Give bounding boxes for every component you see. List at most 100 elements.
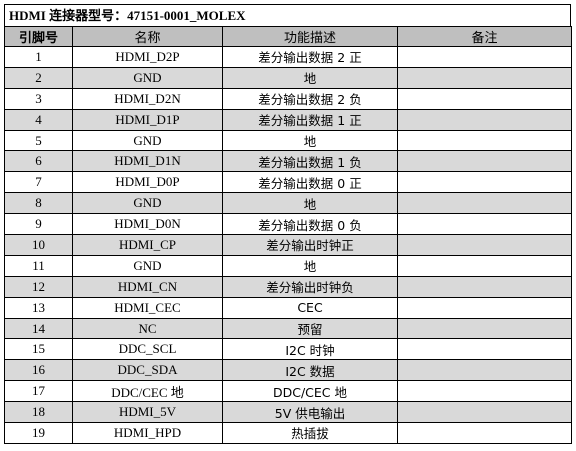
- function-cell: I2C 时钟: [222, 338, 398, 361]
- pin-cell: 1: [4, 46, 73, 68]
- table-row: 16 DDC_SDA I2C 数据: [4, 359, 572, 382]
- note-cell: [397, 254, 572, 277]
- table-row: 1 HDMI_D2P 差分输出数据 2 正: [4, 46, 572, 68]
- table-row: 6 HDMI_D1N 差分输出数据 1 负: [4, 150, 572, 173]
- function-cell: 地: [222, 66, 398, 89]
- pin-cell: 7: [4, 171, 73, 194]
- table-row: 11 GND 地: [4, 254, 572, 277]
- pin-cell: 8: [4, 192, 73, 215]
- function-cell: 热插拔: [222, 422, 398, 444]
- pin-cell: 17: [4, 380, 73, 403]
- function-cell: DDC/CEC 地: [222, 380, 398, 403]
- name-cell: HDMI_D1P: [72, 108, 223, 131]
- pin-cell: 12: [4, 275, 73, 298]
- table-row: 4 HDMI_D1P 差分输出数据 1 正: [4, 108, 572, 131]
- header-row: 引脚号 名称 功能描述 备注: [4, 26, 572, 47]
- note-cell: [397, 213, 572, 236]
- pin-cell: 5: [4, 129, 73, 152]
- function-cell: 预留: [222, 317, 398, 340]
- pin-cell: 9: [4, 213, 73, 236]
- name-cell: HDMI_D0P: [72, 171, 223, 194]
- pin-table-document: HDMI 连接器型号：47151-0001_MOLEX 引脚号 名称 功能描述 …: [4, 4, 572, 444]
- note-cell: [397, 192, 572, 215]
- note-cell: [397, 234, 572, 256]
- pin-cell: 2: [4, 66, 73, 89]
- note-cell: [397, 66, 572, 89]
- table-row: 9 HDMI_D0N 差分输出数据 0 负: [4, 213, 572, 236]
- note-cell: [397, 171, 572, 194]
- function-cell: 地: [222, 192, 398, 215]
- function-cell: 差分输出数据 2 负: [222, 87, 398, 110]
- name-cell: HDMI_D1N: [72, 150, 223, 173]
- note-cell: [397, 275, 572, 298]
- header-function: 功能描述: [222, 26, 398, 47]
- function-cell: 地: [222, 129, 398, 152]
- pin-cell: 10: [4, 234, 73, 256]
- table-row: 13 HDMI_CEC CEC: [4, 296, 572, 319]
- note-cell: [397, 150, 572, 173]
- function-cell: CEC: [222, 296, 398, 319]
- name-cell: GND: [72, 192, 223, 215]
- table-row: 7 HDMI_D0P 差分输出数据 0 正: [4, 171, 572, 194]
- pin-cell: 3: [4, 87, 73, 110]
- function-cell: 差分输出数据 1 负: [222, 150, 398, 173]
- pin-cell: 18: [4, 401, 73, 424]
- function-cell: I2C 数据: [222, 359, 398, 382]
- pin-cell: 19: [4, 422, 73, 444]
- pin-cell: 14: [4, 317, 73, 340]
- name-cell: NC: [72, 317, 223, 340]
- table-row: 2 GND 地: [4, 66, 572, 89]
- name-cell: HDMI_CP: [72, 234, 223, 256]
- table-row: 18 HDMI_5V 5V 供电输出: [4, 401, 572, 424]
- table-row: 3 HDMI_D2N 差分输出数据 2 负: [4, 87, 572, 110]
- name-cell: HDMI_CN: [72, 275, 223, 298]
- name-cell: HDMI_5V: [72, 401, 223, 424]
- function-cell: 差分输出时钟负: [222, 275, 398, 298]
- note-cell: [397, 422, 572, 444]
- name-cell: HDMI_D2P: [72, 46, 223, 68]
- header-pin: 引脚号: [4, 26, 73, 47]
- header-note: 备注: [397, 26, 572, 47]
- table-body: 1 HDMI_D2P 差分输出数据 2 正 2 GND 地 3 HDMI_D2N 差分输出数据 …: [4, 46, 572, 444]
- name-cell: HDMI_CEC: [72, 296, 223, 319]
- name-cell: GND: [72, 129, 223, 152]
- table-row: 14 NC 预留: [4, 317, 572, 340]
- table-row: 8 GND 地: [4, 192, 572, 215]
- note-cell: [397, 338, 572, 361]
- note-cell: [397, 129, 572, 152]
- name-cell: GND: [72, 254, 223, 277]
- function-cell: 地: [222, 254, 398, 277]
- note-cell: [397, 317, 572, 340]
- note-cell: [397, 108, 572, 131]
- table-row: 17 DDC/CEC 地 DDC/CEC 地: [4, 380, 572, 403]
- name-cell: HDMI_HPD: [72, 422, 223, 444]
- note-cell: [397, 380, 572, 403]
- name-cell: DDC_SCL: [72, 338, 223, 361]
- pin-cell: 13: [4, 296, 73, 319]
- note-cell: [397, 401, 572, 424]
- name-cell: HDMI_D2N: [72, 87, 223, 110]
- pin-cell: 11: [4, 254, 73, 277]
- table-row: 5 GND 地: [4, 129, 572, 152]
- function-cell: 差分输出数据 2 正: [222, 46, 398, 68]
- pin-cell: 4: [4, 108, 73, 131]
- note-cell: [397, 359, 572, 382]
- function-cell: 差分输出数据 0 负: [222, 213, 398, 236]
- pin-cell: 16: [4, 359, 73, 382]
- name-cell: GND: [72, 66, 223, 89]
- name-cell: HDMI_D0N: [72, 213, 223, 236]
- function-cell: 差分输出数据 1 正: [222, 108, 398, 131]
- table-title: HDMI 连接器型号：47151-0001_MOLEX: [4, 4, 571, 26]
- pin-table: 引脚号 名称 功能描述 备注 1 HDMI_D2P 差分输出数据 2 正 2 GND 地 3…: [4, 26, 572, 444]
- name-cell: DDC/CEC 地: [72, 380, 223, 403]
- note-cell: [397, 296, 572, 319]
- function-cell: 差分输出数据 0 正: [222, 171, 398, 194]
- note-cell: [397, 46, 572, 68]
- header-name: 名称: [72, 26, 223, 47]
- table-row: 19 HDMI_HPD 热插拔: [4, 422, 572, 444]
- function-cell: 差分输出时钟正: [222, 234, 398, 256]
- pin-cell: 6: [4, 150, 73, 173]
- note-cell: [397, 87, 572, 110]
- table-row: 10 HDMI_CP 差分输出时钟正: [4, 234, 572, 256]
- name-cell: DDC_SDA: [72, 359, 223, 382]
